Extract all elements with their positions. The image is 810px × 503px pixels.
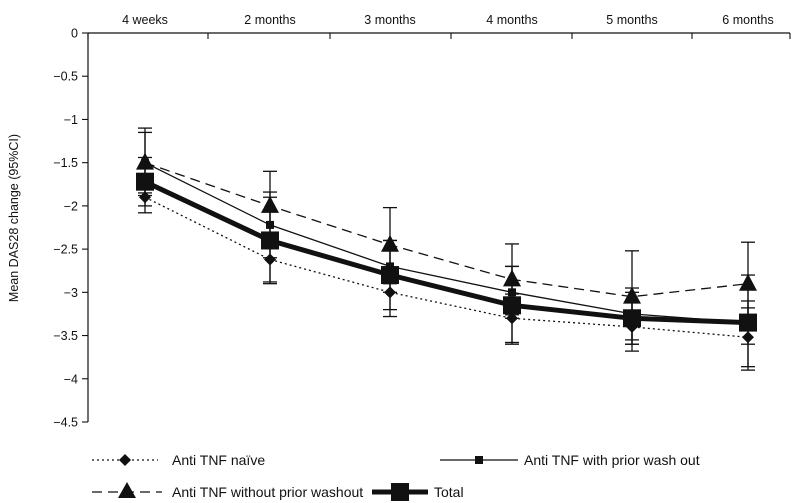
x-tick-label: 3 months (364, 13, 415, 27)
y-tick-label: −3.5 (53, 329, 78, 343)
data-point-anti-tnf-na-ve (264, 253, 276, 266)
data-point-anti-tnf-na-ve (742, 331, 754, 344)
data-point-anti-tnf-without-prior-washout (739, 273, 757, 291)
series-line-anti-tnf-na-ve (144, 196, 749, 338)
y-tick-label: 0 (71, 27, 78, 41)
y-tick-label: −0.5 (53, 70, 78, 84)
legend-marker-anti-tnf-without-prior-washout (118, 482, 136, 498)
y-tick-label: −1 (64, 113, 78, 127)
legend-label-anti-tnf-without-prior-washout: Anti TNF without prior washout (172, 484, 363, 500)
y-tick-label: −2 (64, 199, 78, 213)
data-point-total (739, 313, 757, 332)
data-point-anti-tnf-without-prior-washout (381, 234, 399, 252)
series-markers (136, 152, 757, 344)
error-bars (138, 127, 755, 371)
legend-label-anti-tnf-naive: Anti TNF naïve (172, 452, 265, 468)
data-point-total (623, 309, 641, 328)
legend-label-anti-tnf-with-prior-wash-out: Anti TNF with prior wash out (524, 452, 700, 468)
data-point-anti-tnf-without-prior-washout (623, 286, 641, 304)
legend-label-total: Total (434, 484, 464, 500)
legend-marker-anti-tnf-with-prior-wash-out (475, 456, 483, 464)
data-point-total (261, 231, 279, 250)
y-tick-label: −3 (64, 286, 78, 300)
legend-marker-anti-tnf-naive (119, 454, 131, 466)
data-point-total (136, 172, 154, 191)
legend-item-total: Total (372, 483, 464, 501)
data-point-total (381, 266, 399, 285)
data-point-anti-tnf-with-prior-wash-out (508, 288, 516, 297)
x-tick-label: 5 months (606, 13, 657, 27)
y-tick-label: −2.5 (53, 243, 78, 257)
x-tick-label: 4 weeks (122, 13, 168, 27)
legend-item-anti-tnf-without-prior-washout: Anti TNF without prior washout (92, 482, 363, 500)
data-point-anti-tnf-without-prior-washout (136, 152, 154, 170)
x-tick-label: 6 months (722, 13, 773, 27)
legend-item-anti-tnf-naive: Anti TNF naïve (92, 452, 265, 468)
y-tick-label: −4 (64, 372, 78, 386)
data-point-anti-tnf-with-prior-wash-out (266, 220, 274, 229)
series-line-anti-tnf-without-prior-washout (144, 162, 749, 298)
legend-item-anti-tnf-with-prior-wash-out: Anti TNF with prior wash out (440, 452, 700, 468)
x-tick-label: 2 months (244, 13, 295, 27)
y-ticks: 0 −0.5 −1 −1.5 −2 −2.5 −3 −3.5 −4 −4.5 (53, 27, 88, 430)
data-point-total (503, 296, 521, 315)
y-tick-label: −4.5 (53, 416, 78, 430)
data-point-anti-tnf-without-prior-washout (503, 269, 521, 287)
legend-marker-total (391, 483, 409, 501)
data-point-anti-tnf-without-prior-washout (261, 195, 279, 213)
x-tick-label: 4 months (486, 13, 537, 27)
legend: Anti TNF naïve Anti TNF with prior wash … (92, 452, 700, 501)
x-ticks: 4 weeks 2 months 3 months 4 months 5 months 6… (87, 13, 791, 39)
series-lines (143, 162, 749, 338)
data-point-anti-tnf-na-ve (506, 312, 518, 325)
y-axis-label: Mean DAS28 change (95%CI) (7, 134, 21, 302)
data-point-anti-tnf-na-ve (139, 191, 151, 204)
data-point-anti-tnf-na-ve (384, 286, 396, 299)
series-line-total (143, 179, 749, 326)
series-line-anti-tnf-with-prior-wash-out (144, 162, 749, 324)
y-tick-label: −1.5 (53, 156, 78, 170)
